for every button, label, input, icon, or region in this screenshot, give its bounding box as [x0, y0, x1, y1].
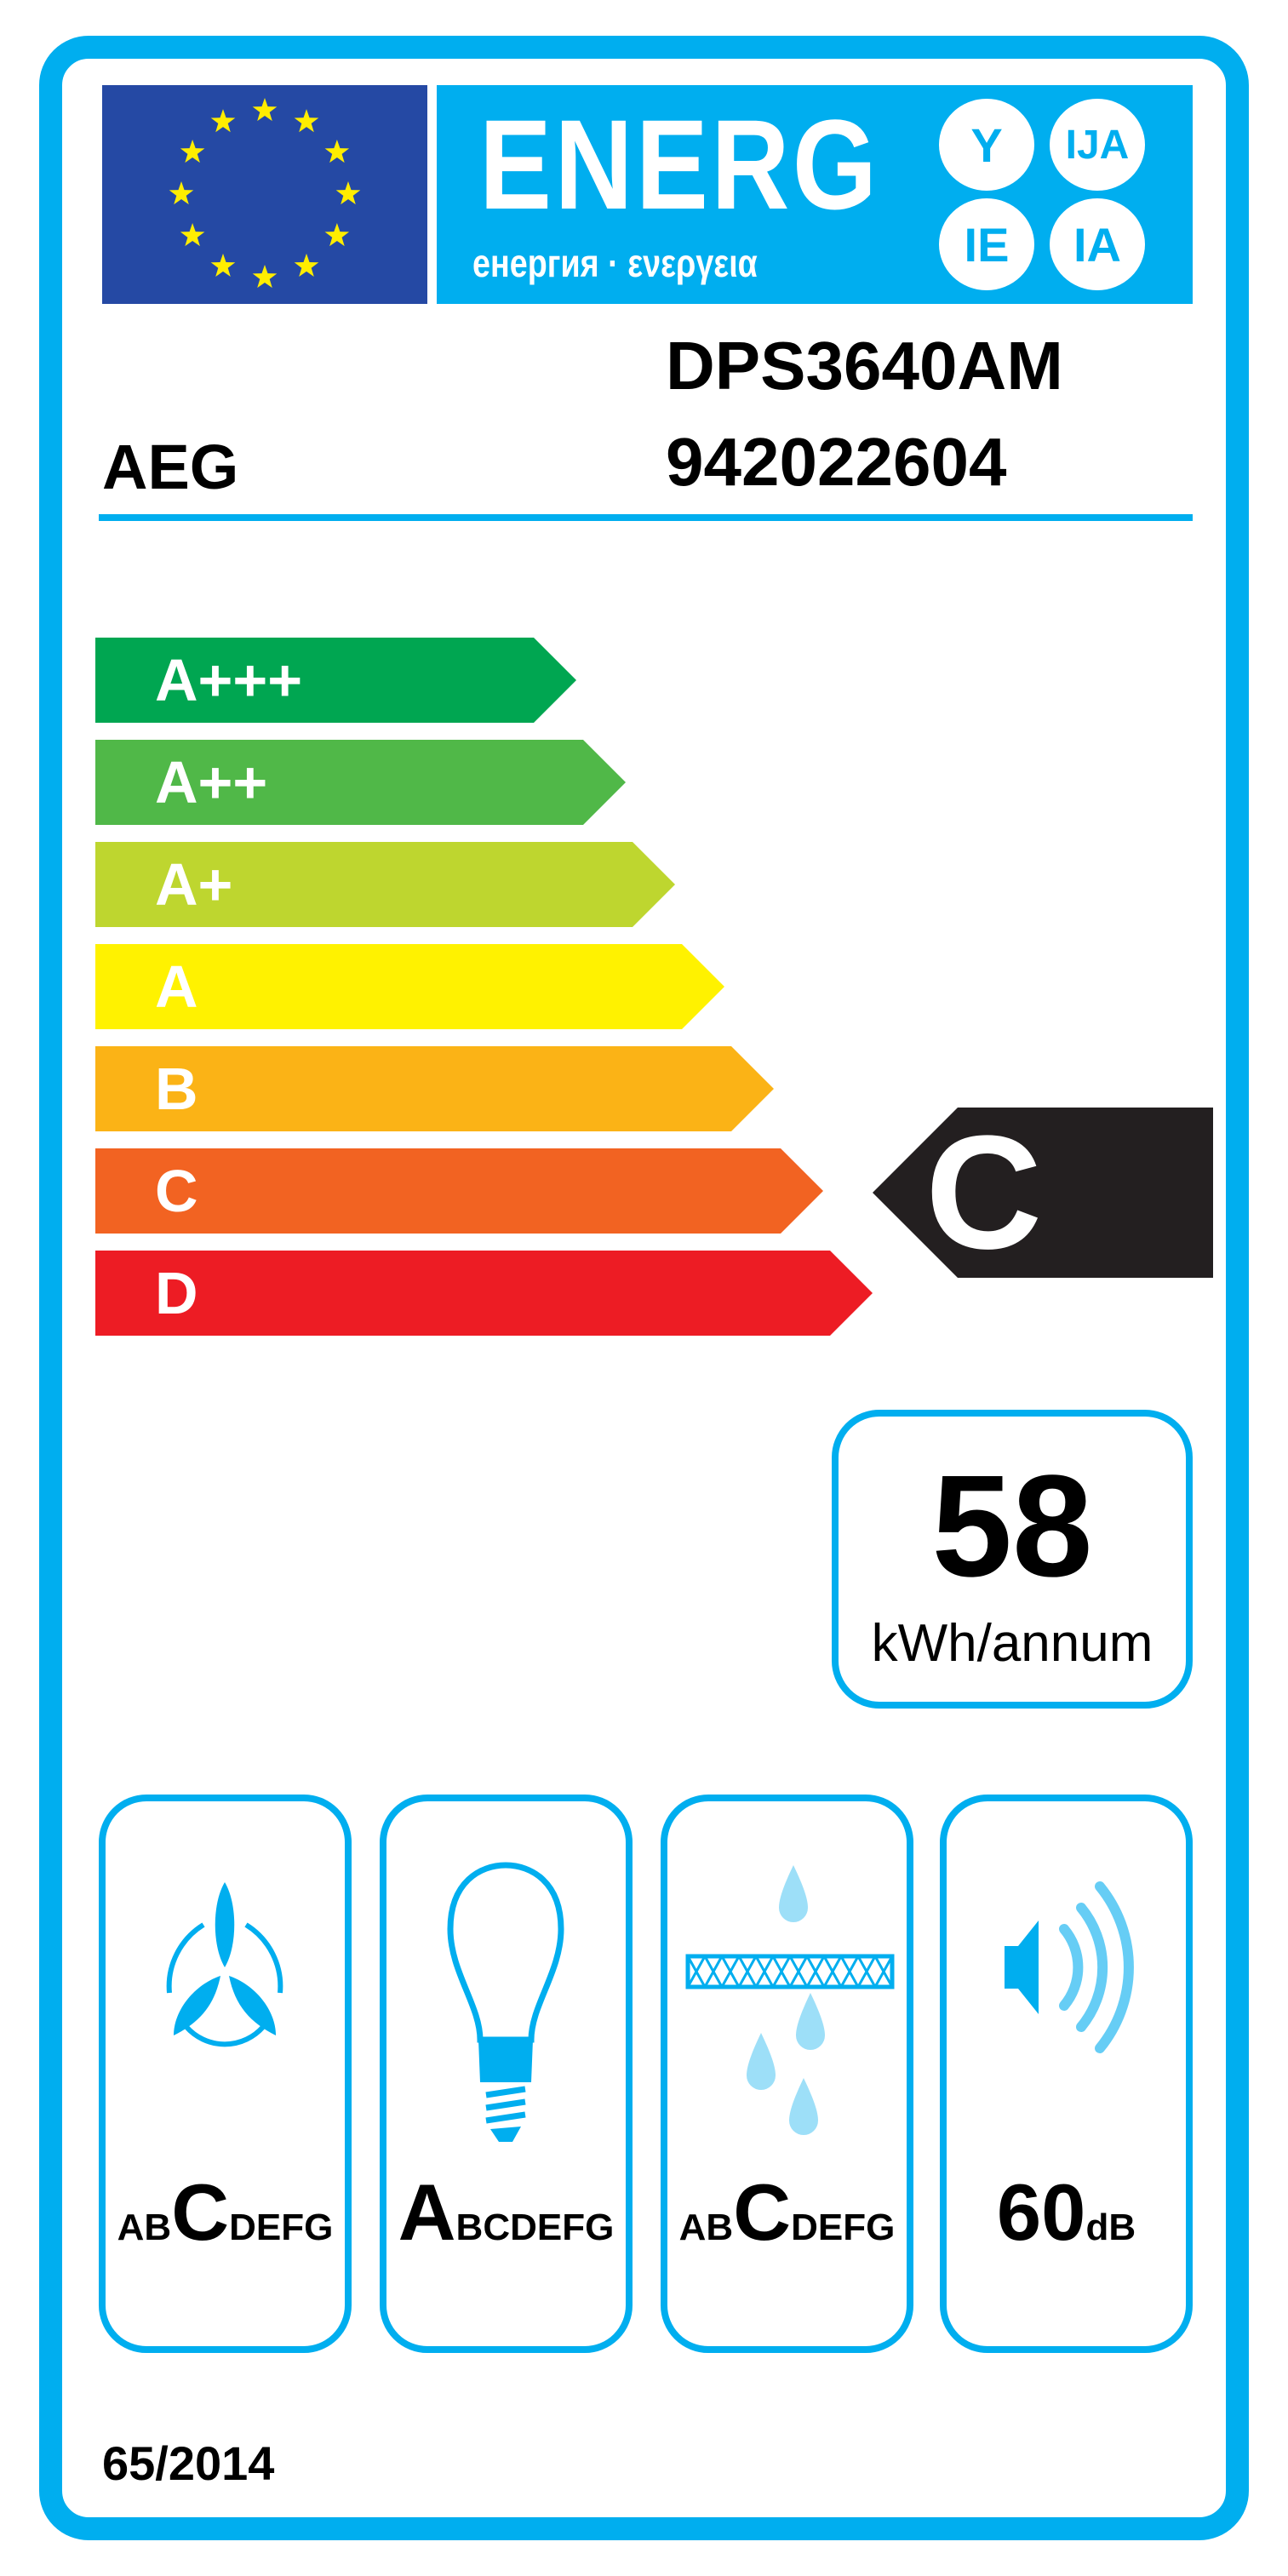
energy-class-bar: D — [95, 1251, 873, 1336]
energy-class-bar: A — [95, 944, 724, 1029]
consumption-unit: kWh/annum — [871, 1614, 1153, 1673]
energy-class-label: D — [155, 1260, 198, 1326]
noise-value: 60 — [996, 2167, 1086, 2257]
model-id: 942022604 — [666, 424, 1007, 500]
star-icon — [294, 253, 319, 277]
lighting-efficiency-box: ABCDEFG — [380, 1795, 633, 2353]
grease-filtering-box: ABCDEFG — [661, 1795, 913, 2353]
suffix-ija: IJA — [1050, 99, 1145, 191]
star-icon — [180, 140, 205, 163]
energy-class-label: A — [155, 953, 198, 1020]
star-icon — [252, 98, 278, 122]
energy-class-bar: A++ — [95, 740, 626, 825]
grease-grade: C — [733, 2167, 792, 2257]
speaker-icon — [1005, 1881, 1134, 2053]
header-divider — [99, 514, 1193, 521]
regulation-number: 65/2014 — [102, 2436, 275, 2490]
energy-class-label: B — [155, 1056, 198, 1122]
star-icon — [335, 181, 361, 205]
energy-class-bar: C — [95, 1148, 823, 1234]
star-icon — [169, 181, 194, 205]
eu-flag — [102, 85, 427, 304]
label-frame — [39, 36, 1249, 2540]
fan-icon — [166, 1882, 283, 2047]
star-icon — [294, 109, 319, 133]
star-icon — [252, 265, 278, 289]
suffix-ie: IE — [939, 198, 1034, 290]
consumption-box: 58 kWh/annum — [832, 1410, 1193, 1709]
star-icon — [324, 223, 350, 247]
star-icon — [210, 109, 236, 133]
energy-class-label: C — [155, 1158, 198, 1224]
fan-efficiency-box: ABCDEFG — [99, 1795, 352, 2353]
energy-banner: ENERG енергия · ενεργεια Y IJA IE IA — [437, 85, 1193, 304]
lighting-grade: A — [398, 2167, 456, 2257]
energy-class-label: A+ — [155, 851, 233, 918]
energy-class-bar: B — [95, 1046, 774, 1131]
light-bulb-icon — [447, 1862, 564, 2142]
rating-class: C — [925, 1102, 1043, 1283]
energy-subtitle: енергия · ενεργεια — [472, 241, 758, 285]
noise-box: 60dB — [940, 1795, 1193, 2353]
consumption-value: 58 — [931, 1445, 1093, 1607]
rating-arrow: C — [873, 1108, 1213, 1278]
star-icon — [324, 140, 350, 163]
supplier-name: AEG — [102, 432, 239, 502]
energy-class-label: A+++ — [155, 647, 303, 713]
model-name: DPS3640AM — [666, 328, 1063, 404]
fan-grade: C — [171, 2167, 230, 2257]
noise-unit: dB — [1085, 2207, 1136, 2248]
suffix-ia: IA — [1050, 198, 1145, 290]
energy-class-bar: A+++ — [95, 638, 576, 723]
grease-filter-icon — [685, 1865, 895, 2135]
star-icon — [180, 223, 205, 247]
energy-class-bar: A+ — [95, 842, 675, 927]
suffix-y: Y — [939, 99, 1034, 191]
energy-word: ENERG — [479, 93, 880, 236]
star-icon — [210, 253, 236, 277]
energy-class-label: A++ — [155, 749, 268, 816]
